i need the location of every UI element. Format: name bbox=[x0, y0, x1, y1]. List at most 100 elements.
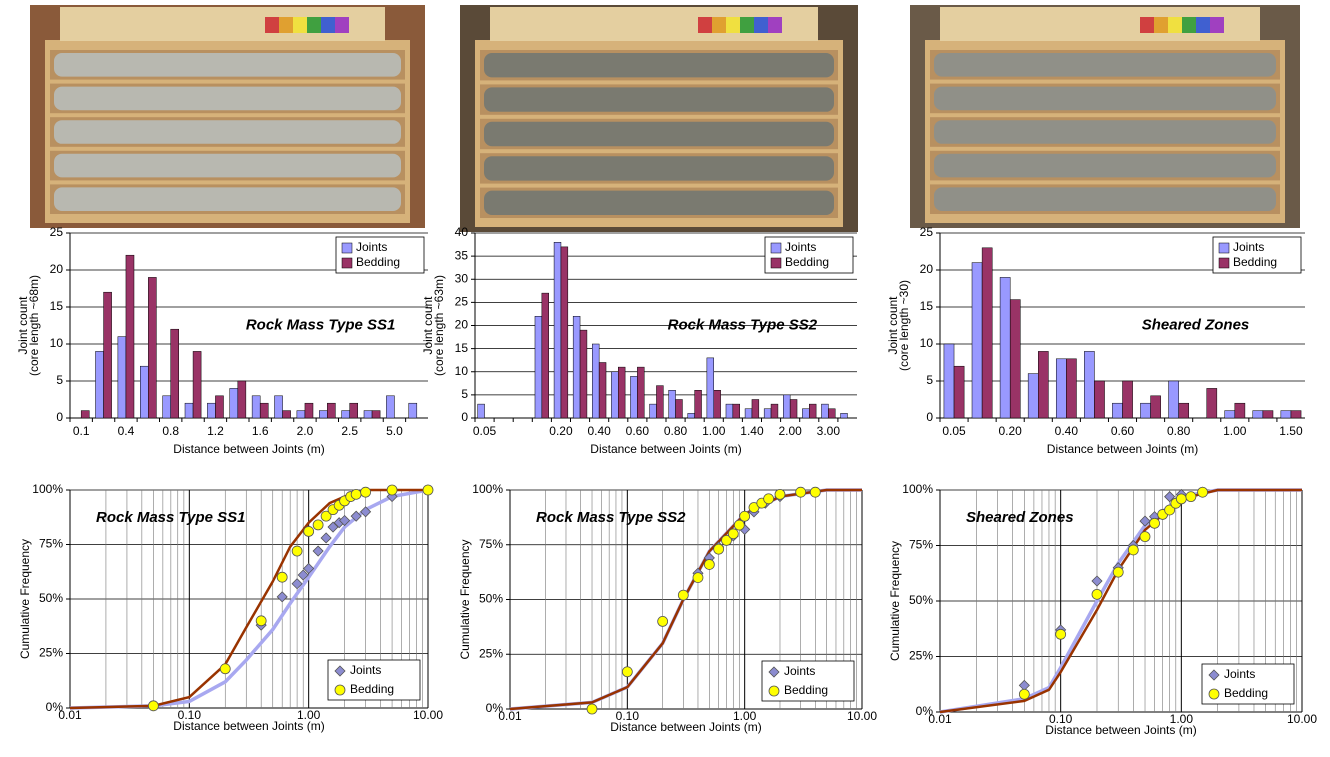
point bbox=[586, 703, 598, 715]
point bbox=[350, 510, 362, 522]
bar bbox=[237, 380, 247, 419]
chart: 0% 25% 50% 75% 100% Distance between Joints (… bbox=[458, 482, 877, 734]
y-tick-label: 30 bbox=[455, 271, 469, 285]
bar bbox=[751, 399, 760, 419]
color-chart bbox=[1196, 17, 1210, 33]
x-tick-label: 0.10 bbox=[1049, 712, 1073, 726]
bar bbox=[341, 410, 350, 419]
point bbox=[774, 488, 786, 500]
chart: 0 5 10 15 20 25 30 35 40 Distance between Joints … bbox=[421, 225, 857, 456]
x-axis-title: Distance between Joints (m) bbox=[610, 720, 761, 734]
bar bbox=[170, 328, 179, 419]
point bbox=[303, 562, 315, 575]
point bbox=[303, 526, 315, 537]
legend-label: Bedding bbox=[1224, 686, 1268, 700]
y-axis-title: Joint count bbox=[16, 296, 30, 355]
annotation: Rock Mass Type SS2 bbox=[668, 316, 818, 333]
bar bbox=[1122, 380, 1133, 419]
bar bbox=[148, 277, 157, 419]
x-tick-label: 0.10 bbox=[616, 709, 640, 723]
core bbox=[934, 53, 1276, 77]
x-tick-label: 0.80 bbox=[1167, 424, 1191, 438]
point bbox=[1197, 486, 1208, 498]
y-axis-title: Cumulative Frequency bbox=[458, 539, 472, 659]
y-tick-label: 0 bbox=[461, 410, 468, 424]
point bbox=[255, 615, 267, 627]
chart: 0 5 10 15 20 25 Distance between Joints (m) Joi… bbox=[886, 225, 1305, 456]
legend-swatch bbox=[341, 242, 353, 254]
bar bbox=[1084, 351, 1095, 419]
bar bbox=[572, 316, 581, 419]
bar bbox=[943, 343, 955, 419]
y-axis-title: Joint count bbox=[886, 296, 900, 355]
core bbox=[54, 153, 401, 178]
bar bbox=[1112, 402, 1123, 419]
point bbox=[1185, 491, 1197, 503]
point bbox=[291, 545, 303, 557]
bar bbox=[1038, 351, 1049, 419]
core bbox=[484, 156, 834, 181]
bar bbox=[259, 402, 269, 419]
legend-marker bbox=[768, 685, 780, 697]
y-tick-label: 40 bbox=[455, 225, 469, 239]
bar bbox=[477, 403, 485, 419]
bar bbox=[971, 262, 983, 419]
legend-swatch bbox=[770, 257, 782, 269]
bar bbox=[953, 365, 965, 419]
color-chart bbox=[265, 17, 279, 33]
bar bbox=[1094, 380, 1105, 419]
core bbox=[484, 121, 834, 147]
color-chart bbox=[726, 17, 740, 33]
y-tick-label: 100% bbox=[32, 482, 63, 496]
point bbox=[739, 510, 751, 522]
point bbox=[677, 589, 689, 601]
y-tick-label: 25 bbox=[455, 295, 469, 309]
bar bbox=[706, 357, 715, 419]
color-chart bbox=[712, 17, 726, 33]
y-axis-subtitle: (core length ~30) bbox=[897, 280, 911, 371]
color-chart bbox=[754, 17, 768, 33]
bar bbox=[618, 366, 626, 419]
y-tick-label: 25 bbox=[50, 225, 64, 239]
legend-swatch bbox=[341, 257, 353, 269]
legend-marker bbox=[334, 665, 346, 677]
x-tick-label: 0.20 bbox=[999, 424, 1023, 438]
x-tick-label: 10.00 bbox=[1287, 712, 1317, 726]
legend-swatch bbox=[770, 242, 782, 254]
bar bbox=[732, 403, 740, 419]
color-chart bbox=[1182, 17, 1196, 33]
y-tick-label: 50% bbox=[909, 593, 933, 607]
bar bbox=[103, 291, 112, 419]
point bbox=[1055, 628, 1067, 640]
bar bbox=[1140, 402, 1151, 419]
y-tick-label: 35 bbox=[455, 248, 469, 262]
bar bbox=[744, 408, 753, 419]
color-chart bbox=[740, 17, 754, 33]
bar bbox=[207, 402, 216, 419]
point bbox=[795, 486, 807, 498]
x-tick-label: 0.8 bbox=[162, 424, 179, 438]
legend-label: Joints bbox=[350, 663, 381, 677]
x-tick-label: 2.00 bbox=[778, 424, 802, 438]
point bbox=[733, 519, 745, 531]
bar bbox=[598, 362, 607, 419]
annotation: Sheared Zones bbox=[1142, 316, 1250, 333]
bar bbox=[999, 277, 1011, 419]
bar bbox=[687, 413, 695, 419]
point bbox=[360, 486, 372, 498]
color-chart bbox=[1154, 17, 1168, 33]
color-chart bbox=[321, 17, 335, 33]
y-tick-label: 75% bbox=[39, 537, 63, 551]
point bbox=[422, 484, 434, 496]
bar bbox=[713, 390, 721, 419]
bar bbox=[371, 410, 381, 419]
legend-marker bbox=[334, 684, 346, 696]
x-tick-label: 1.00 bbox=[733, 709, 757, 723]
bar bbox=[809, 403, 817, 419]
bar bbox=[789, 399, 798, 419]
bar bbox=[770, 403, 779, 419]
bar bbox=[553, 242, 562, 419]
legend-label: Joints bbox=[1224, 667, 1255, 681]
point bbox=[320, 532, 332, 544]
point bbox=[1127, 544, 1139, 556]
